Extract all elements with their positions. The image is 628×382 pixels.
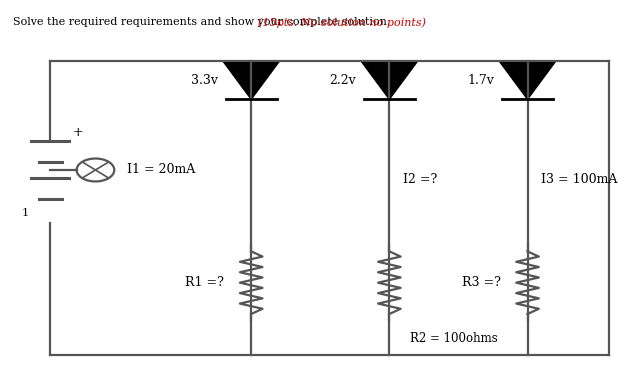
Text: Solve the required requirements and show your complete solution.: Solve the required requirements and show… <box>13 17 390 27</box>
Text: R1 =?: R1 =? <box>185 276 224 289</box>
Text: 1.7v: 1.7v <box>467 74 494 87</box>
Text: I1 = 20mA: I1 = 20mA <box>127 163 195 176</box>
Polygon shape <box>499 61 556 99</box>
Polygon shape <box>361 61 418 99</box>
Text: 2.2v: 2.2v <box>329 74 356 87</box>
Text: 3.3v: 3.3v <box>191 74 218 87</box>
Text: +: + <box>72 126 83 139</box>
Text: (15pts. No solution no points): (15pts. No solution no points) <box>257 17 426 28</box>
Text: I2 =?: I2 =? <box>403 173 438 186</box>
Text: I3 = 100mA: I3 = 100mA <box>541 173 618 186</box>
Text: R3 =?: R3 =? <box>462 276 501 289</box>
Polygon shape <box>223 61 279 99</box>
Text: 1: 1 <box>21 208 29 218</box>
Text: R2 = 100ohms: R2 = 100ohms <box>410 332 498 345</box>
